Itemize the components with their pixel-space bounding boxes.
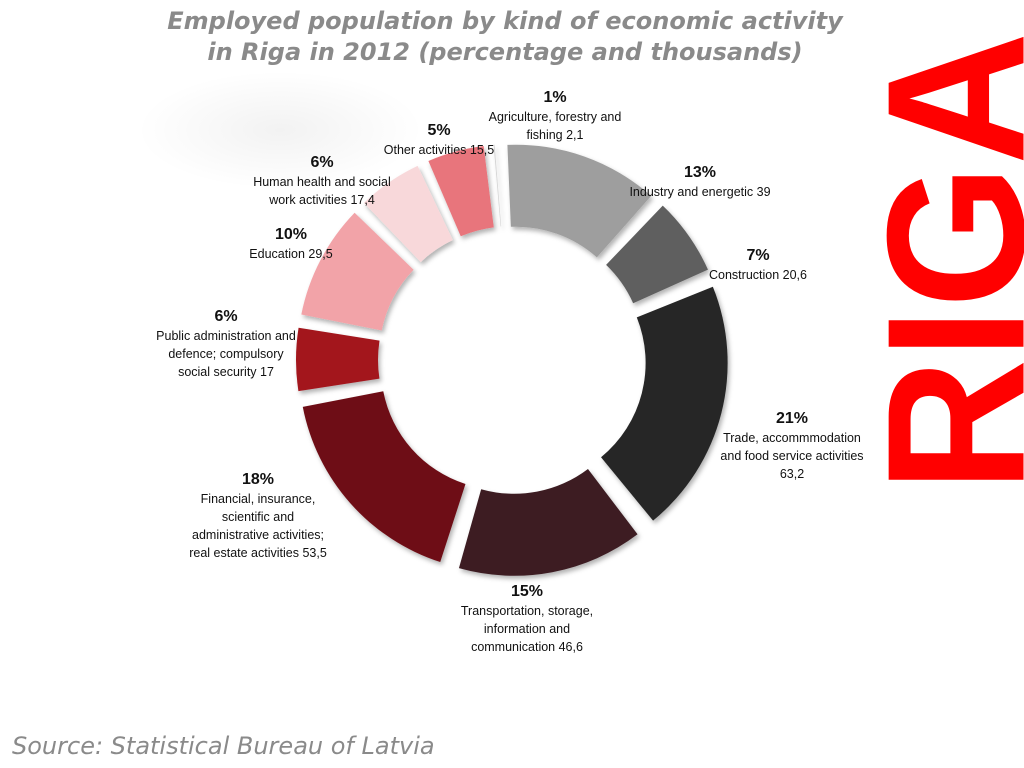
donut-slice-1 [493,144,502,227]
donut-slice-9 [363,165,453,263]
background-shadow [135,70,425,190]
slice-label-1: 1% Agriculture, forestry and fishing 2,1 [489,89,622,142]
slice-category-line: Other activities 15,5 [384,143,495,157]
slice-category-line: 63,2 [780,467,804,481]
slice-category-line: social security 17 [178,365,274,379]
slice-label-4: 21% Trade, accommmodation and food service… [720,410,863,481]
riga-logo-text: RIGA [884,32,1024,484]
slice-percent-2: 13% [684,164,716,181]
slice-category-line: work activities 17,4 [268,193,375,207]
slice-category-line: communication 46,6 [471,640,583,654]
slice-label-10: 5% Other activities 15,5 [384,122,495,157]
slice-category-line: Agriculture, forestry and [489,110,622,124]
slice-category-line: real estate activities 53,5 [189,546,327,560]
donut-slice-10 [428,145,494,237]
slice-category-line: Education 29,5 [249,247,332,261]
riga-logo: RIGA [884,0,1024,484]
slice-category-line: administrative activities; [192,528,324,542]
slice-percent-5: 15% [511,583,543,600]
donut-slices [296,144,728,576]
donut-slice-8 [301,212,414,331]
slice-label-3: 7% Construction 20,6 [709,247,807,282]
chart-title: Employed population by kind of economic … [0,6,1010,68]
slice-percent-10: 5% [427,122,450,139]
slice-category-line: fishing 2,1 [527,128,584,142]
donut-slice-4 [601,286,728,521]
slice-percent-9: 6% [310,154,333,171]
slice-label-5: 15% Transportation, storage, information a… [461,583,593,654]
slice-category-line: Trade, accommmodation [723,431,861,445]
slice-percent-1: 1% [543,89,566,106]
slice-percent-7: 6% [214,308,237,325]
slice-category-line: Construction 20,6 [709,268,807,282]
slice-percent-4: 21% [776,410,808,427]
source-note: Source: Statistical Bureau of Latvia [12,732,435,760]
donut-slice-6 [302,391,466,563]
slice-percent-3: 7% [746,247,769,264]
slice-label-6: 18% Financial, insurance, scientific and ad… [189,471,327,560]
donut-slice-7 [296,327,380,392]
slice-category-line: Financial, insurance, [201,492,316,506]
slice-category-line: defence; compulsory [168,347,284,361]
slice-category-line: information and [484,622,570,636]
slice-label-2: 13% Industry and energetic 39 [629,164,770,199]
chart-title-line-1: Employed population by kind of economic … [167,7,843,35]
slice-label-8: 10% Education 29,5 [249,226,332,261]
slice-category-line: Public administration and [156,329,296,343]
slice-label-9: 6% Human health and social work activities… [253,154,391,207]
chart-title-line-2: in Riga in 2012 (percentage and thousand… [207,38,803,66]
slice-label-7: 6% Public administration and defence; comp… [156,308,296,379]
slice-percent-6: 18% [242,471,274,488]
donut-slice-3 [606,205,708,304]
slice-category-line: Transportation, storage, [461,604,593,618]
donut-slice-2 [507,144,652,258]
slice-category-line: Industry and energetic 39 [629,185,770,199]
slice-category-line: scientific and [222,510,294,524]
donut-slice-5 [458,468,638,576]
slice-labels: 1% Agriculture, forestry and fishing 2,1 13… [156,89,863,654]
slice-category-line: Human health and social [253,175,391,189]
slice-category-line: and food service activities [720,449,863,463]
slice-percent-8: 10% [275,226,307,243]
